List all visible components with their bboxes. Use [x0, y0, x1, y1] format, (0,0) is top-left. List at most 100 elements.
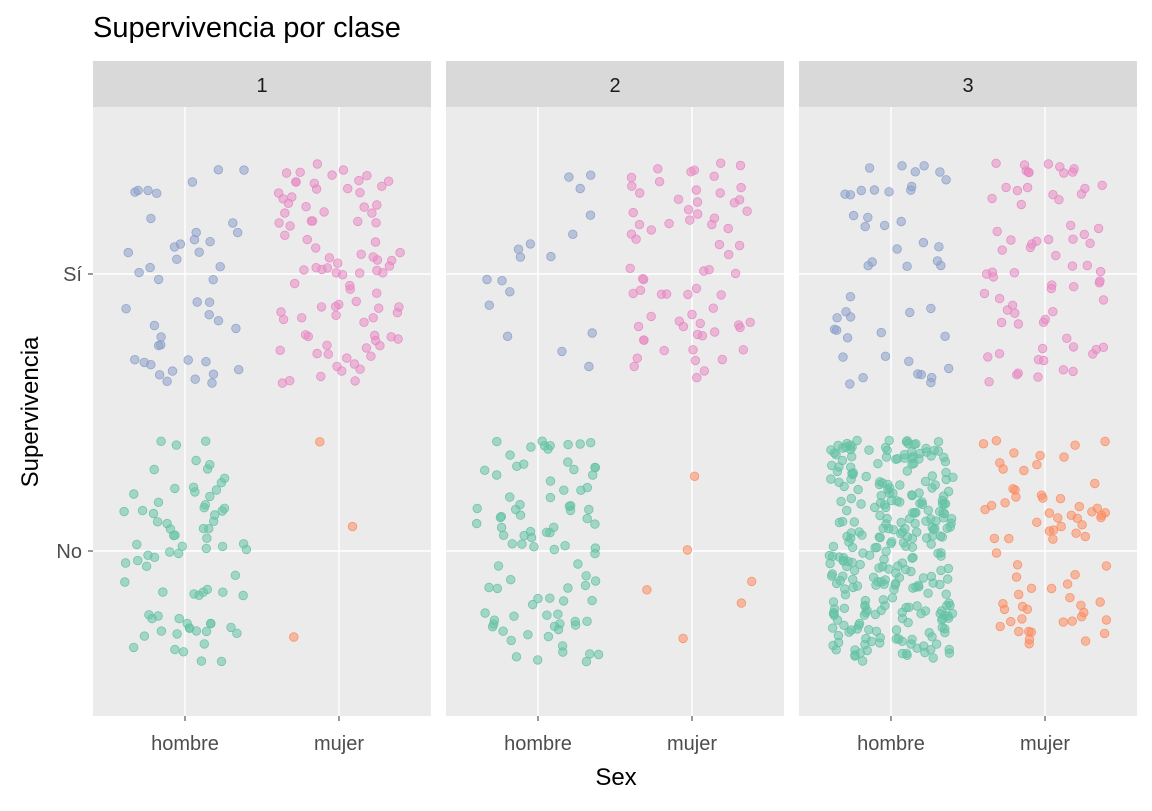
data-point — [995, 621, 1005, 632]
data-point — [625, 263, 635, 274]
data-point — [699, 366, 710, 376]
data-point — [690, 355, 701, 366]
data-point — [153, 497, 164, 508]
data-point — [857, 656, 868, 666]
data-point — [864, 163, 875, 173]
data-point — [178, 647, 189, 657]
data-point — [153, 340, 164, 351]
data-point — [742, 206, 752, 216]
data-point — [984, 377, 994, 387]
data-point — [291, 177, 301, 187]
data-point — [517, 539, 527, 549]
data-point — [1026, 627, 1037, 637]
data-point — [322, 340, 332, 351]
y-axis-title: Supervivencia — [17, 336, 44, 487]
data-point — [849, 517, 860, 527]
data-point — [1098, 295, 1109, 305]
data-point — [359, 202, 369, 212]
data-point — [991, 436, 1002, 446]
data-point — [564, 172, 574, 182]
data-point — [312, 159, 323, 169]
data-point — [539, 441, 550, 451]
data-point — [1009, 268, 1020, 278]
data-point — [356, 249, 366, 260]
data-point — [1012, 185, 1023, 196]
data-point — [892, 244, 902, 254]
data-point — [342, 353, 352, 363]
data-point — [709, 213, 720, 223]
data-point — [683, 204, 694, 215]
data-point — [367, 208, 377, 218]
data-point — [480, 465, 490, 476]
data-point — [1014, 626, 1024, 637]
data-point — [1068, 366, 1078, 377]
data-point — [290, 278, 300, 289]
data-point — [137, 505, 148, 516]
data-point — [1004, 533, 1014, 544]
data-point — [141, 561, 152, 572]
data-point — [509, 611, 519, 621]
data-point — [661, 289, 672, 299]
data-point — [945, 600, 955, 611]
data-point — [355, 364, 365, 374]
data-point — [635, 188, 645, 198]
data-point — [311, 243, 321, 253]
data-point — [300, 330, 311, 340]
data-point — [678, 321, 689, 332]
data-point — [590, 462, 600, 473]
data-point — [226, 622, 236, 633]
data-point — [145, 262, 155, 273]
data-point — [880, 351, 891, 362]
x-tick-label: hombre — [151, 733, 219, 755]
data-point — [634, 219, 645, 230]
chart-title: Supervivencia por clase — [93, 12, 401, 44]
data-point — [497, 276, 507, 286]
data-point — [570, 620, 581, 630]
data-point — [910, 518, 920, 529]
data-point — [926, 303, 936, 314]
data-point — [882, 513, 892, 524]
facet-label: 2 — [609, 75, 620, 97]
data-point — [1087, 349, 1098, 359]
data-point — [146, 360, 156, 370]
data-point — [978, 439, 989, 449]
data-point — [198, 523, 209, 534]
data-point — [1094, 278, 1105, 288]
data-point — [923, 505, 934, 516]
data-point — [169, 242, 180, 252]
data-point — [638, 274, 648, 284]
data-point — [1046, 583, 1057, 594]
data-point — [228, 218, 238, 228]
data-point — [584, 361, 594, 372]
data-point — [631, 234, 641, 244]
data-point — [1100, 436, 1110, 447]
data-point — [273, 188, 284, 198]
data-point — [275, 345, 285, 356]
data-point — [943, 574, 953, 584]
data-point — [826, 474, 836, 484]
data-point — [847, 452, 857, 462]
data-point — [992, 226, 1002, 237]
data-point — [1025, 242, 1036, 253]
data-point — [132, 555, 143, 566]
data-point — [944, 363, 954, 374]
data-point — [568, 229, 578, 240]
data-point — [1059, 452, 1069, 462]
data-point — [898, 538, 909, 548]
data-point — [868, 572, 879, 583]
data-point — [683, 289, 693, 300]
data-point — [216, 656, 227, 667]
data-point — [553, 609, 563, 619]
data-point — [1036, 490, 1047, 500]
data-point — [1051, 250, 1061, 261]
data-point — [931, 639, 942, 649]
data-point — [1048, 525, 1059, 535]
data-point — [927, 372, 937, 383]
data-point — [678, 633, 688, 644]
data-point — [685, 215, 695, 225]
data-point — [1038, 355, 1049, 366]
data-point — [852, 435, 862, 446]
data-point — [927, 632, 937, 642]
data-point — [1062, 333, 1072, 344]
data-point — [1101, 561, 1112, 571]
